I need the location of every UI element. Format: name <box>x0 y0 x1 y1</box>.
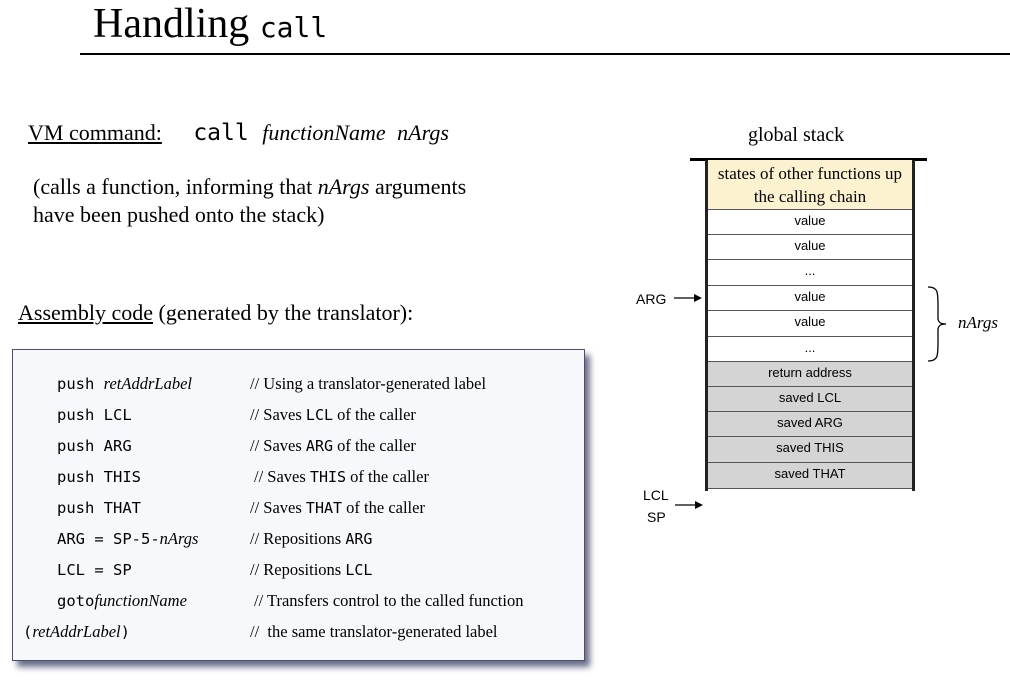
stack-cell-value: value <box>708 210 912 235</box>
comment-token: // Using a translator-generated label <box>250 374 487 393</box>
vm-command-arg1: functionName <box>262 120 386 145</box>
comment-token: // Transfers control to the called funct… <box>254 591 524 610</box>
nargs-brace-label: nArgs <box>958 313 998 332</box>
code-instruction: push ARG <box>57 436 132 456</box>
code-instruction: (retAddrLabel) <box>23 622 130 642</box>
code-token: push <box>57 375 104 393</box>
stack-cell-value: ... <box>708 260 912 286</box>
desc-italic: nArgs <box>317 174 370 199</box>
code-instruction: LCL = SP <box>57 560 132 580</box>
code-comment: // the same translator-generated label <box>250 622 498 642</box>
comment-token: THAT <box>305 499 343 517</box>
code-token: ARG = SP-5- <box>57 530 160 548</box>
comment-token: ARG <box>305 437 334 455</box>
code-token: push ARG <box>57 437 132 455</box>
code-comment: // Saves THAT of the caller <box>250 498 425 518</box>
code-comment: // Saves ARG of the caller <box>250 436 416 456</box>
code-comment: // Saves LCL of the caller <box>250 405 416 425</box>
code-token: push LCL <box>57 406 132 424</box>
assembly-heading: Assembly code (generated by the translat… <box>18 300 413 326</box>
stack-cell-arg: value <box>708 286 912 311</box>
comment-token: of the caller <box>333 436 416 455</box>
comment-token: // Saves <box>250 498 306 517</box>
comment-token: of the caller <box>346 467 429 486</box>
comment-token: // Saves <box>250 436 306 455</box>
title-divider <box>80 53 1010 55</box>
code-token: ) <box>120 623 130 641</box>
code-token: goto <box>57 592 95 610</box>
comment-token: // Repositions <box>250 560 346 579</box>
code-token: retAddrLabel <box>32 622 121 641</box>
code-instruction: push retAddrLabel <box>57 374 192 394</box>
sp-pointer-label: SP <box>647 509 666 525</box>
stack-cell-caller-state: states of other functions up the calling… <box>708 160 912 210</box>
code-token: retAddrLabel <box>103 374 192 393</box>
vm-command-description: (calls a function, informing that nArgs … <box>33 173 466 229</box>
code-token: functionName <box>94 591 187 610</box>
code-instruction: push THAT <box>57 498 141 518</box>
page-title: Handling call <box>93 0 327 52</box>
comment-token: THIS <box>309 468 347 486</box>
comment-token: LCL <box>345 561 373 579</box>
stack-cell-saved: return address <box>708 362 912 387</box>
lcl-sp-arrow-icon <box>675 501 703 509</box>
stack-cell-saved: saved LCL <box>708 387 912 412</box>
comment-token: of the caller <box>333 405 416 424</box>
code-comment: // Transfers control to the called funct… <box>254 591 523 611</box>
comment-token: // Saves <box>254 467 310 486</box>
comment-token: // the same translator-generated label <box>250 622 498 641</box>
desc-text: have been pushed onto the stack) <box>33 202 325 227</box>
comment-token: of the caller <box>342 498 425 517</box>
code-token: push THIS <box>57 468 141 486</box>
assembly-note: (generated by the translator): <box>153 300 414 325</box>
desc-text: (calls a function, informing that <box>33 174 318 199</box>
vm-command-arg2: nArgs <box>397 120 449 145</box>
comment-token: LCL <box>305 406 334 424</box>
code-comment: // Using a translator-generated label <box>250 374 486 394</box>
title-code: call <box>259 11 328 44</box>
code-token: LCL = SP <box>57 561 132 579</box>
vm-command-label: VM command: <box>28 120 162 145</box>
code-comment: // Saves THIS of the caller <box>254 467 429 487</box>
comment-token: // Saves <box>250 405 306 424</box>
arg-pointer-label: ARG <box>636 291 667 307</box>
code-comment: // Repositions LCL <box>250 560 372 580</box>
arg-arrow-icon <box>674 294 702 302</box>
stack-cell-saved: saved THIS <box>708 437 912 463</box>
stack-title: global stack <box>748 124 845 146</box>
stack-cell-saved: saved THAT <box>708 463 912 489</box>
comment-token: // Repositions <box>250 529 346 548</box>
code-token: nArgs <box>159 529 199 548</box>
stack-top-line <box>690 158 927 161</box>
code-instruction: ARG = SP-5-nArgs <box>57 529 198 549</box>
code-token: ( <box>23 623 33 641</box>
global-stack: states of other functions up the calling… <box>705 160 915 491</box>
vm-command-code: call <box>193 120 249 146</box>
stack-cell-arg: ... <box>708 337 912 362</box>
code-token: push THAT <box>57 499 141 517</box>
vm-command-line: VM command: call functionName nArgs <box>28 120 449 146</box>
lcl-pointer-label: LCL <box>643 487 669 503</box>
assembly-code-box: push retAddrLabel // Using a translator-g… <box>12 349 585 661</box>
nargs-brace-icon <box>927 286 947 362</box>
code-instruction: gotofunctionName <box>57 591 187 611</box>
stack-cell-arg: value <box>708 311 912 337</box>
code-comment: // Repositions ARG <box>250 529 372 549</box>
assembly-label: Assembly code <box>18 300 154 325</box>
code-instruction: push THIS <box>57 467 141 487</box>
comment-token: ARG <box>345 530 373 548</box>
stack-cell-value: value <box>708 235 912 260</box>
code-instruction: push LCL <box>57 405 132 425</box>
desc-text: arguments <box>369 174 467 199</box>
stack-cell-saved: saved ARG <box>708 412 912 437</box>
title-text: Handling <box>93 1 260 47</box>
